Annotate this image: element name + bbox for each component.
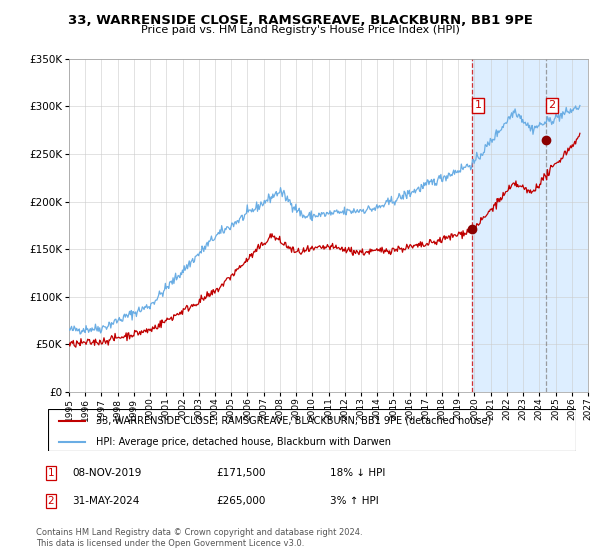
Text: 1: 1 bbox=[475, 100, 482, 110]
Text: 31-MAY-2024: 31-MAY-2024 bbox=[72, 496, 139, 506]
Text: 2: 2 bbox=[47, 496, 55, 506]
Text: Price paid vs. HM Land Registry's House Price Index (HPI): Price paid vs. HM Land Registry's House … bbox=[140, 25, 460, 35]
Bar bbox=[472, 59, 588, 392]
Text: 33, WARRENSIDE CLOSE, RAMSGREAVE, BLACKBURN, BB1 9PE (detached house): 33, WARRENSIDE CLOSE, RAMSGREAVE, BLACKB… bbox=[95, 416, 491, 426]
Text: 08-NOV-2019: 08-NOV-2019 bbox=[72, 468, 142, 478]
Text: 2: 2 bbox=[548, 100, 556, 110]
Text: 33, WARRENSIDE CLOSE, RAMSGREAVE, BLACKBURN, BB1 9PE: 33, WARRENSIDE CLOSE, RAMSGREAVE, BLACKB… bbox=[68, 14, 532, 27]
Bar bbox=[472, 59, 588, 392]
Text: 1: 1 bbox=[47, 468, 55, 478]
Text: 3% ↑ HPI: 3% ↑ HPI bbox=[330, 496, 379, 506]
Text: 18% ↓ HPI: 18% ↓ HPI bbox=[330, 468, 385, 478]
Text: £171,500: £171,500 bbox=[216, 468, 265, 478]
Text: £265,000: £265,000 bbox=[216, 496, 265, 506]
Text: Contains HM Land Registry data © Crown copyright and database right 2024.
This d: Contains HM Land Registry data © Crown c… bbox=[36, 528, 362, 548]
Text: HPI: Average price, detached house, Blackburn with Darwen: HPI: Average price, detached house, Blac… bbox=[95, 437, 391, 446]
